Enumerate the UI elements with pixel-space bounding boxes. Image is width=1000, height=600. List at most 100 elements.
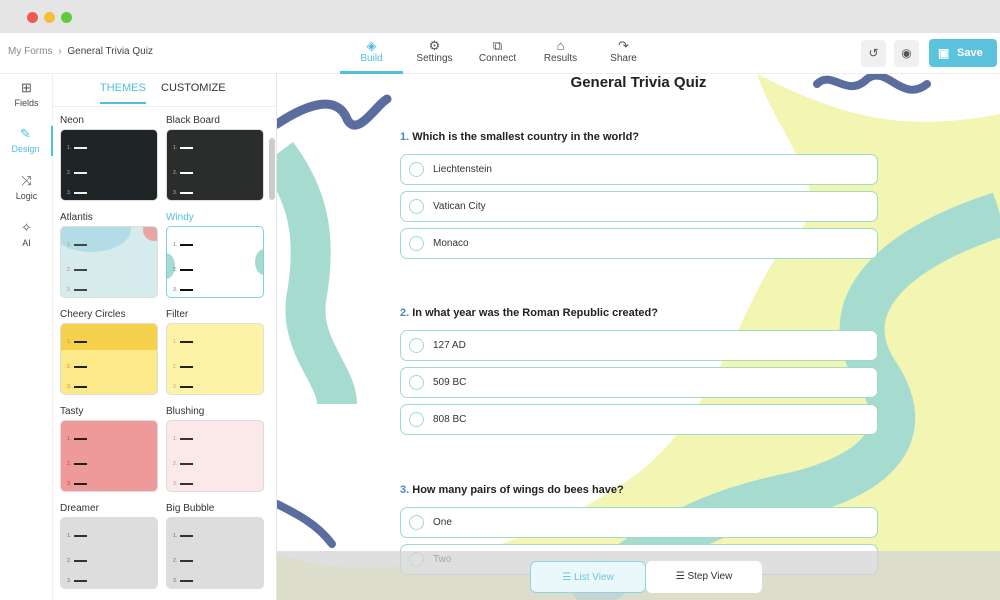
gear-icon: ⚙ — [428, 38, 441, 53]
answer-option[interactable]: Vatican City — [400, 191, 878, 222]
answer-option[interactable]: 509 BC — [400, 367, 878, 398]
question-title: 1. Which is the smallest country in the … — [400, 131, 639, 143]
panel-scrollbar[interactable] — [269, 138, 275, 200]
question-title: 2. In what year was the Roman Republic c… — [400, 307, 658, 319]
theme-preview-line: 3. — [67, 287, 88, 293]
theme-preview-line: 1. — [67, 145, 88, 151]
theme-name: Black Board — [166, 115, 220, 126]
option-label: 127 AD — [433, 340, 466, 351]
title-bar — [0, 0, 1000, 33]
theme-name: Atlantis — [60, 212, 93, 223]
theme-name: Tasty — [60, 406, 84, 417]
question-number: 2. — [400, 307, 410, 319]
radio-button[interactable] — [409, 199, 424, 214]
inbox-icon: ⌂ — [556, 38, 565, 53]
tab-themes[interactable]: THEMES — [100, 82, 146, 104]
tab-settings[interactable]: ⚙ Settings — [403, 33, 466, 74]
tab-share[interactable]: ↷ Share — [592, 33, 655, 74]
answer-option[interactable]: Liechtenstein — [400, 154, 878, 185]
theme-preview-line: 2. — [173, 461, 194, 467]
theme-name: Neon — [60, 115, 84, 126]
question-text: Which is the smallest country in the wor… — [412, 131, 640, 143]
theme-preview-line: 1. — [67, 436, 88, 442]
theme-card-dreamer[interactable]: 1. 2. 3. — [60, 517, 158, 589]
puzzle-icon: ⧉ — [492, 38, 503, 53]
header: My Forms › General Trivia Quiz ◈ Build ⚙ S… — [0, 33, 1000, 74]
history-button[interactable]: ↺ — [861, 40, 886, 67]
radio-button[interactable] — [409, 375, 424, 390]
theme-name: Blushing — [166, 406, 205, 417]
tab-build[interactable]: ◈ Build — [340, 33, 403, 74]
answer-option[interactable]: 127 AD — [400, 330, 878, 361]
preview-button[interactable]: ◉ — [894, 40, 919, 67]
theme-preview-line: 3. — [67, 481, 88, 487]
theme-preview-line: 3. — [67, 384, 88, 390]
tab-results[interactable]: ⌂ Results — [529, 33, 592, 74]
layers-icon: ◈ — [366, 38, 377, 53]
theme-card-filter[interactable]: 1. 2. 3. — [166, 323, 264, 395]
question-number: 3. — [400, 484, 410, 496]
theme-card-windy[interactable]: 1. 2. 3. — [166, 226, 264, 298]
tab-customize[interactable]: CUSTOMIZE — [161, 82, 226, 94]
theme-preview-line: 1. — [173, 339, 194, 345]
theme-name: Windy — [166, 212, 194, 223]
theme-name: Cheery Circles — [60, 309, 126, 320]
rail-label: Logic — [15, 191, 38, 201]
tab-label: Results — [543, 53, 578, 64]
brush-icon: ✎ — [20, 126, 31, 141]
radio-button[interactable] — [409, 162, 424, 177]
theme-card-tasty[interactable]: 1. 2. 3. — [60, 420, 158, 492]
tab-label: Share — [610, 53, 637, 64]
answer-option[interactable]: Monaco — [400, 228, 878, 259]
save-button[interactable]: ▣ Save — [929, 39, 997, 67]
theme-preview-line: 3. — [173, 287, 194, 293]
radio-button[interactable] — [409, 338, 424, 353]
answer-option[interactable]: 808 BC — [400, 404, 878, 435]
maximize-window-button[interactable] — [61, 12, 72, 23]
theme-preview-line: 2. — [173, 558, 194, 564]
save-label: Save — [957, 47, 983, 59]
rail-label: Design — [11, 144, 40, 154]
breadcrumb-my-forms[interactable]: My Forms — [8, 46, 53, 57]
theme-preview-line: 1. — [67, 533, 88, 539]
step-view-label: Step View — [687, 571, 733, 582]
theme-preview-line: 2. — [173, 170, 194, 176]
theme-card-blushing[interactable]: 1. 2. 3. — [166, 420, 264, 492]
theme-card-neon[interactable]: 1. 2. 3. — [60, 129, 158, 201]
breadcrumb-current: General Trivia Quiz — [67, 46, 153, 57]
sparkle-icon: ✧ — [21, 220, 32, 235]
answer-option[interactable]: One — [400, 507, 878, 538]
theme-name: Filter — [166, 309, 189, 320]
theme-card-black-board[interactable]: 1. 2. 3. — [166, 129, 264, 201]
theme-card-atlantis[interactable]: 1. 2. 3. — [60, 226, 158, 298]
step-view-button[interactable]: ☰ Step View — [646, 561, 762, 593]
rail-logic[interactable]: ⤨ Logic — [0, 173, 53, 201]
design-panel: THEMES CUSTOMIZE Neon 1. 2. 3. Black Board 1.… — [53, 74, 277, 600]
share-arrow-icon: ↷ — [618, 38, 629, 53]
theme-preview-line: 2. — [67, 267, 88, 273]
theme-preview-line: 1. — [173, 242, 194, 248]
shuffle-icon: ⤨ — [21, 173, 32, 188]
option-label: Vatican City — [433, 201, 486, 212]
theme-preview-line: 3. — [67, 190, 88, 196]
radio-button[interactable] — [409, 412, 424, 427]
minimize-window-button[interactable] — [44, 12, 55, 23]
rail-design[interactable]: ✎ Design — [0, 126, 53, 156]
theme-name: Big Bubble — [166, 503, 215, 514]
rail-fields[interactable]: ⊞ Fields — [0, 80, 53, 108]
theme-card-big-bubble[interactable]: 1. 2. 3. — [166, 517, 264, 589]
theme-preview-line: 3. — [173, 481, 194, 487]
option-label: Monaco — [433, 238, 469, 249]
theme-preview-line: 3. — [173, 578, 194, 584]
radio-button[interactable] — [409, 515, 424, 530]
radio-button[interactable] — [409, 236, 424, 251]
list-view-button[interactable]: ☰ List View — [530, 561, 646, 593]
rail-ai[interactable]: ✧ AI — [0, 220, 53, 248]
breadcrumb: My Forms › General Trivia Quiz — [8, 46, 153, 57]
close-window-button[interactable] — [27, 12, 38, 23]
list-icon: ☰ — [562, 572, 574, 583]
tab-connect[interactable]: ⧉ Connect — [466, 33, 529, 74]
question-number: 1. — [400, 131, 410, 143]
theme-card-cheery-circles[interactable]: 1. 2. 3. — [60, 323, 158, 395]
history-icon: ↺ — [868, 46, 879, 60]
